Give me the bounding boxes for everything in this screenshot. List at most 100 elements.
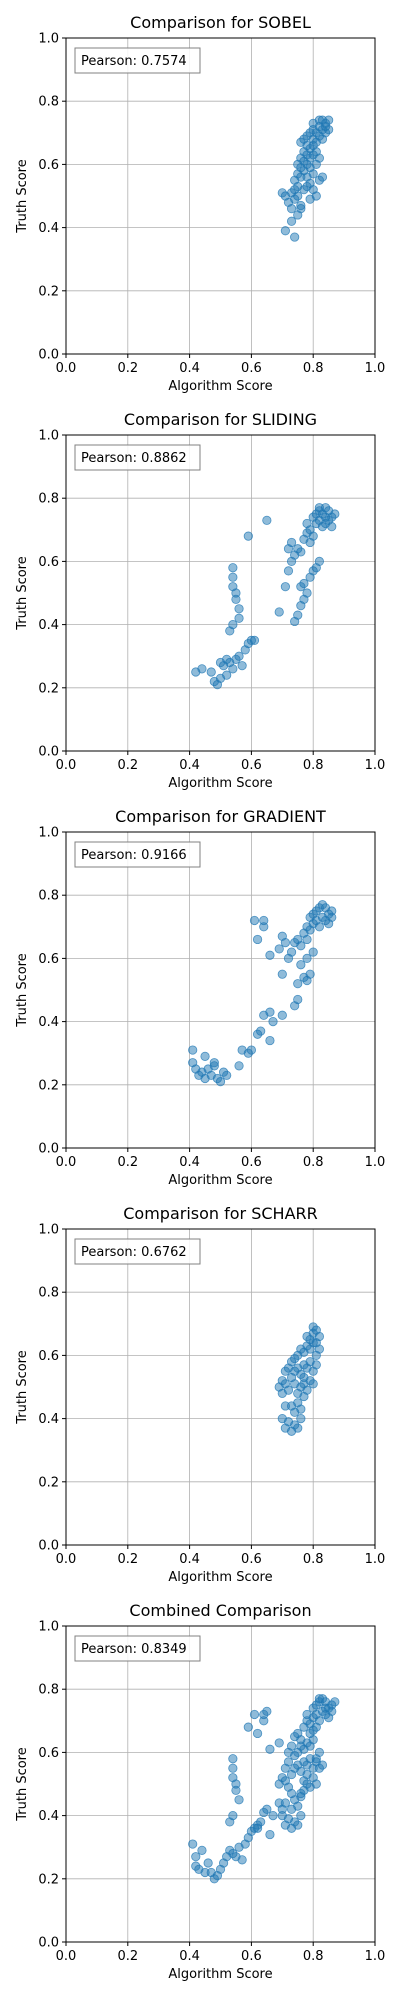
pearson-label: Pearson: 0.9166 <box>81 848 187 863</box>
y-tick-label: 0.4 <box>38 1412 59 1427</box>
data-point <box>228 1754 238 1764</box>
data-point <box>308 1322 318 1332</box>
data-point <box>234 1795 244 1805</box>
chart-title: Comparison for SCHARR <box>123 1204 318 1223</box>
data-point <box>234 613 244 623</box>
data-point <box>234 651 244 661</box>
y-axis-label: Truth Score <box>15 1350 30 1425</box>
x-tick-label: 1.0 <box>365 1949 386 1964</box>
data-point <box>265 1829 275 1840</box>
data-point <box>262 1706 272 1716</box>
data-point <box>246 1045 256 1055</box>
data-point <box>296 1788 306 1799</box>
data-point <box>209 1058 219 1068</box>
x-tick-label: 1.0 <box>365 1155 386 1170</box>
y-tick-label: 0.0 <box>38 1936 59 1951</box>
data-point <box>277 969 287 979</box>
x-tick-label: 0.2 <box>117 1155 138 1170</box>
data-point <box>283 1757 294 1767</box>
y-tick-label: 1.0 <box>38 1620 59 1635</box>
x-tick-label: 0.8 <box>303 361 324 376</box>
chart-panel: Combined Comparison 0.0 0.2 0.4 0.6 0.8 1.0 0.0… <box>15 1601 385 1982</box>
y-axis-label: Truth Score <box>15 159 30 234</box>
data-point <box>296 1811 306 1821</box>
pearson-box <box>74 1635 201 1662</box>
data-point <box>317 172 328 182</box>
y-tick-label: 0.4 <box>38 221 59 236</box>
chart-title: Combined Comparison <box>129 1601 311 1620</box>
data-point <box>228 572 238 582</box>
data-point <box>243 531 253 541</box>
data-point <box>200 1051 210 1061</box>
data-point <box>277 1010 287 1020</box>
data-point <box>296 1414 306 1424</box>
data-point <box>317 522 328 532</box>
pearson-label: Pearson: 0.8349 <box>81 1642 187 1657</box>
y-tick-label: 0.0 <box>38 1142 59 1157</box>
data-point <box>302 588 312 598</box>
data-point <box>280 1366 290 1376</box>
data-point <box>197 1845 207 1855</box>
pearson-label: Pearson: 0.8862 <box>81 451 187 466</box>
x-tick-label: 0.2 <box>117 758 138 773</box>
data-point <box>188 1839 198 1849</box>
data-point <box>280 582 290 592</box>
data-point <box>327 522 337 532</box>
x-tick-label: 0.8 <box>303 1949 324 1964</box>
data-point <box>314 1747 324 1758</box>
data-point <box>228 1763 238 1773</box>
x-tick-label: 0.4 <box>179 361 200 376</box>
data-point <box>252 1823 263 1833</box>
data-point <box>302 518 312 529</box>
x-tick-label: 0.0 <box>56 1155 77 1170</box>
data-point <box>290 232 300 242</box>
data-point <box>265 950 275 960</box>
data-point <box>308 1379 318 1389</box>
y-tick-label: 0.0 <box>38 348 59 363</box>
data-point <box>317 912 328 922</box>
chart-title: Comparison for GRADIENT <box>115 807 326 826</box>
data-point <box>311 1338 321 1348</box>
data-point <box>200 1073 210 1084</box>
data-point <box>296 1404 306 1414</box>
data-point <box>249 915 260 926</box>
data-point <box>228 664 238 674</box>
data-point <box>286 204 297 214</box>
chart-panel: Comparison for GRADIENT 0.0 0.2 0.4 0.6 0.8 1.… <box>15 807 385 1188</box>
data-point <box>296 162 306 173</box>
plot-frame <box>65 831 376 1149</box>
data-point <box>252 934 263 945</box>
y-axis-label: Truth Score <box>15 1747 30 1822</box>
data-point <box>293 1423 303 1433</box>
data-point <box>293 994 303 1005</box>
data-point <box>259 922 269 932</box>
data-point <box>308 118 318 128</box>
data-point <box>222 1070 232 1080</box>
y-tick-label: 0.6 <box>38 158 59 173</box>
data-point <box>296 960 306 970</box>
pearson-label: Pearson: 0.6762 <box>81 1245 187 1260</box>
data-point <box>314 556 324 567</box>
x-tick-label: 0.6 <box>241 758 262 773</box>
y-tick-label: 0.6 <box>38 555 59 570</box>
data-point <box>286 537 297 548</box>
data-point <box>296 547 306 557</box>
data-point <box>305 969 315 979</box>
data-point <box>234 604 244 614</box>
x-axis-label: Algorithm Score <box>168 1570 272 1585</box>
data-point <box>286 1741 297 1751</box>
y-tick-label: 0.4 <box>38 1015 59 1030</box>
data-point <box>228 1811 238 1821</box>
data-point <box>249 635 260 646</box>
data-point <box>299 1372 309 1383</box>
x-tick-label: 0.4 <box>179 758 200 773</box>
pearson-box <box>74 841 201 868</box>
y-tick-label: 0.8 <box>38 1683 59 1698</box>
data-point <box>305 537 315 548</box>
data-point <box>188 1045 198 1055</box>
data-point <box>265 1744 275 1754</box>
y-tick-label: 0.0 <box>38 745 59 760</box>
x-tick-label: 0.6 <box>241 361 262 376</box>
data-point <box>237 1855 247 1865</box>
data-point <box>197 664 207 674</box>
